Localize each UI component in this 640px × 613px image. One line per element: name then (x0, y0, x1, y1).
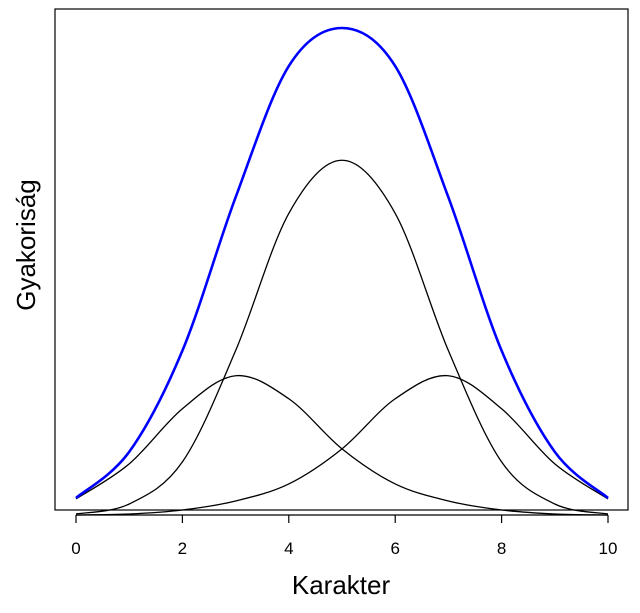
series-line-sum (75, 26, 609, 499)
x-tick-label: 10 (599, 539, 618, 558)
plot-frame (54, 8, 629, 511)
series-line-2 (75, 159, 609, 515)
series-line-3 (75, 375, 609, 516)
x-tick-label: 6 (390, 539, 399, 558)
x-tick-label: 2 (178, 539, 187, 558)
series-line-1 (75, 375, 609, 516)
series-layer (75, 26, 609, 516)
y-axis-title: Gyakoriság (11, 179, 41, 311)
x-tick-label: 0 (71, 539, 80, 558)
x-axis: 0 2 4 6 8 10 (71, 514, 618, 558)
x-axis-title: Karakter (292, 570, 391, 600)
x-tick-label: 4 (284, 539, 293, 558)
x-tick-label: 8 (497, 539, 506, 558)
